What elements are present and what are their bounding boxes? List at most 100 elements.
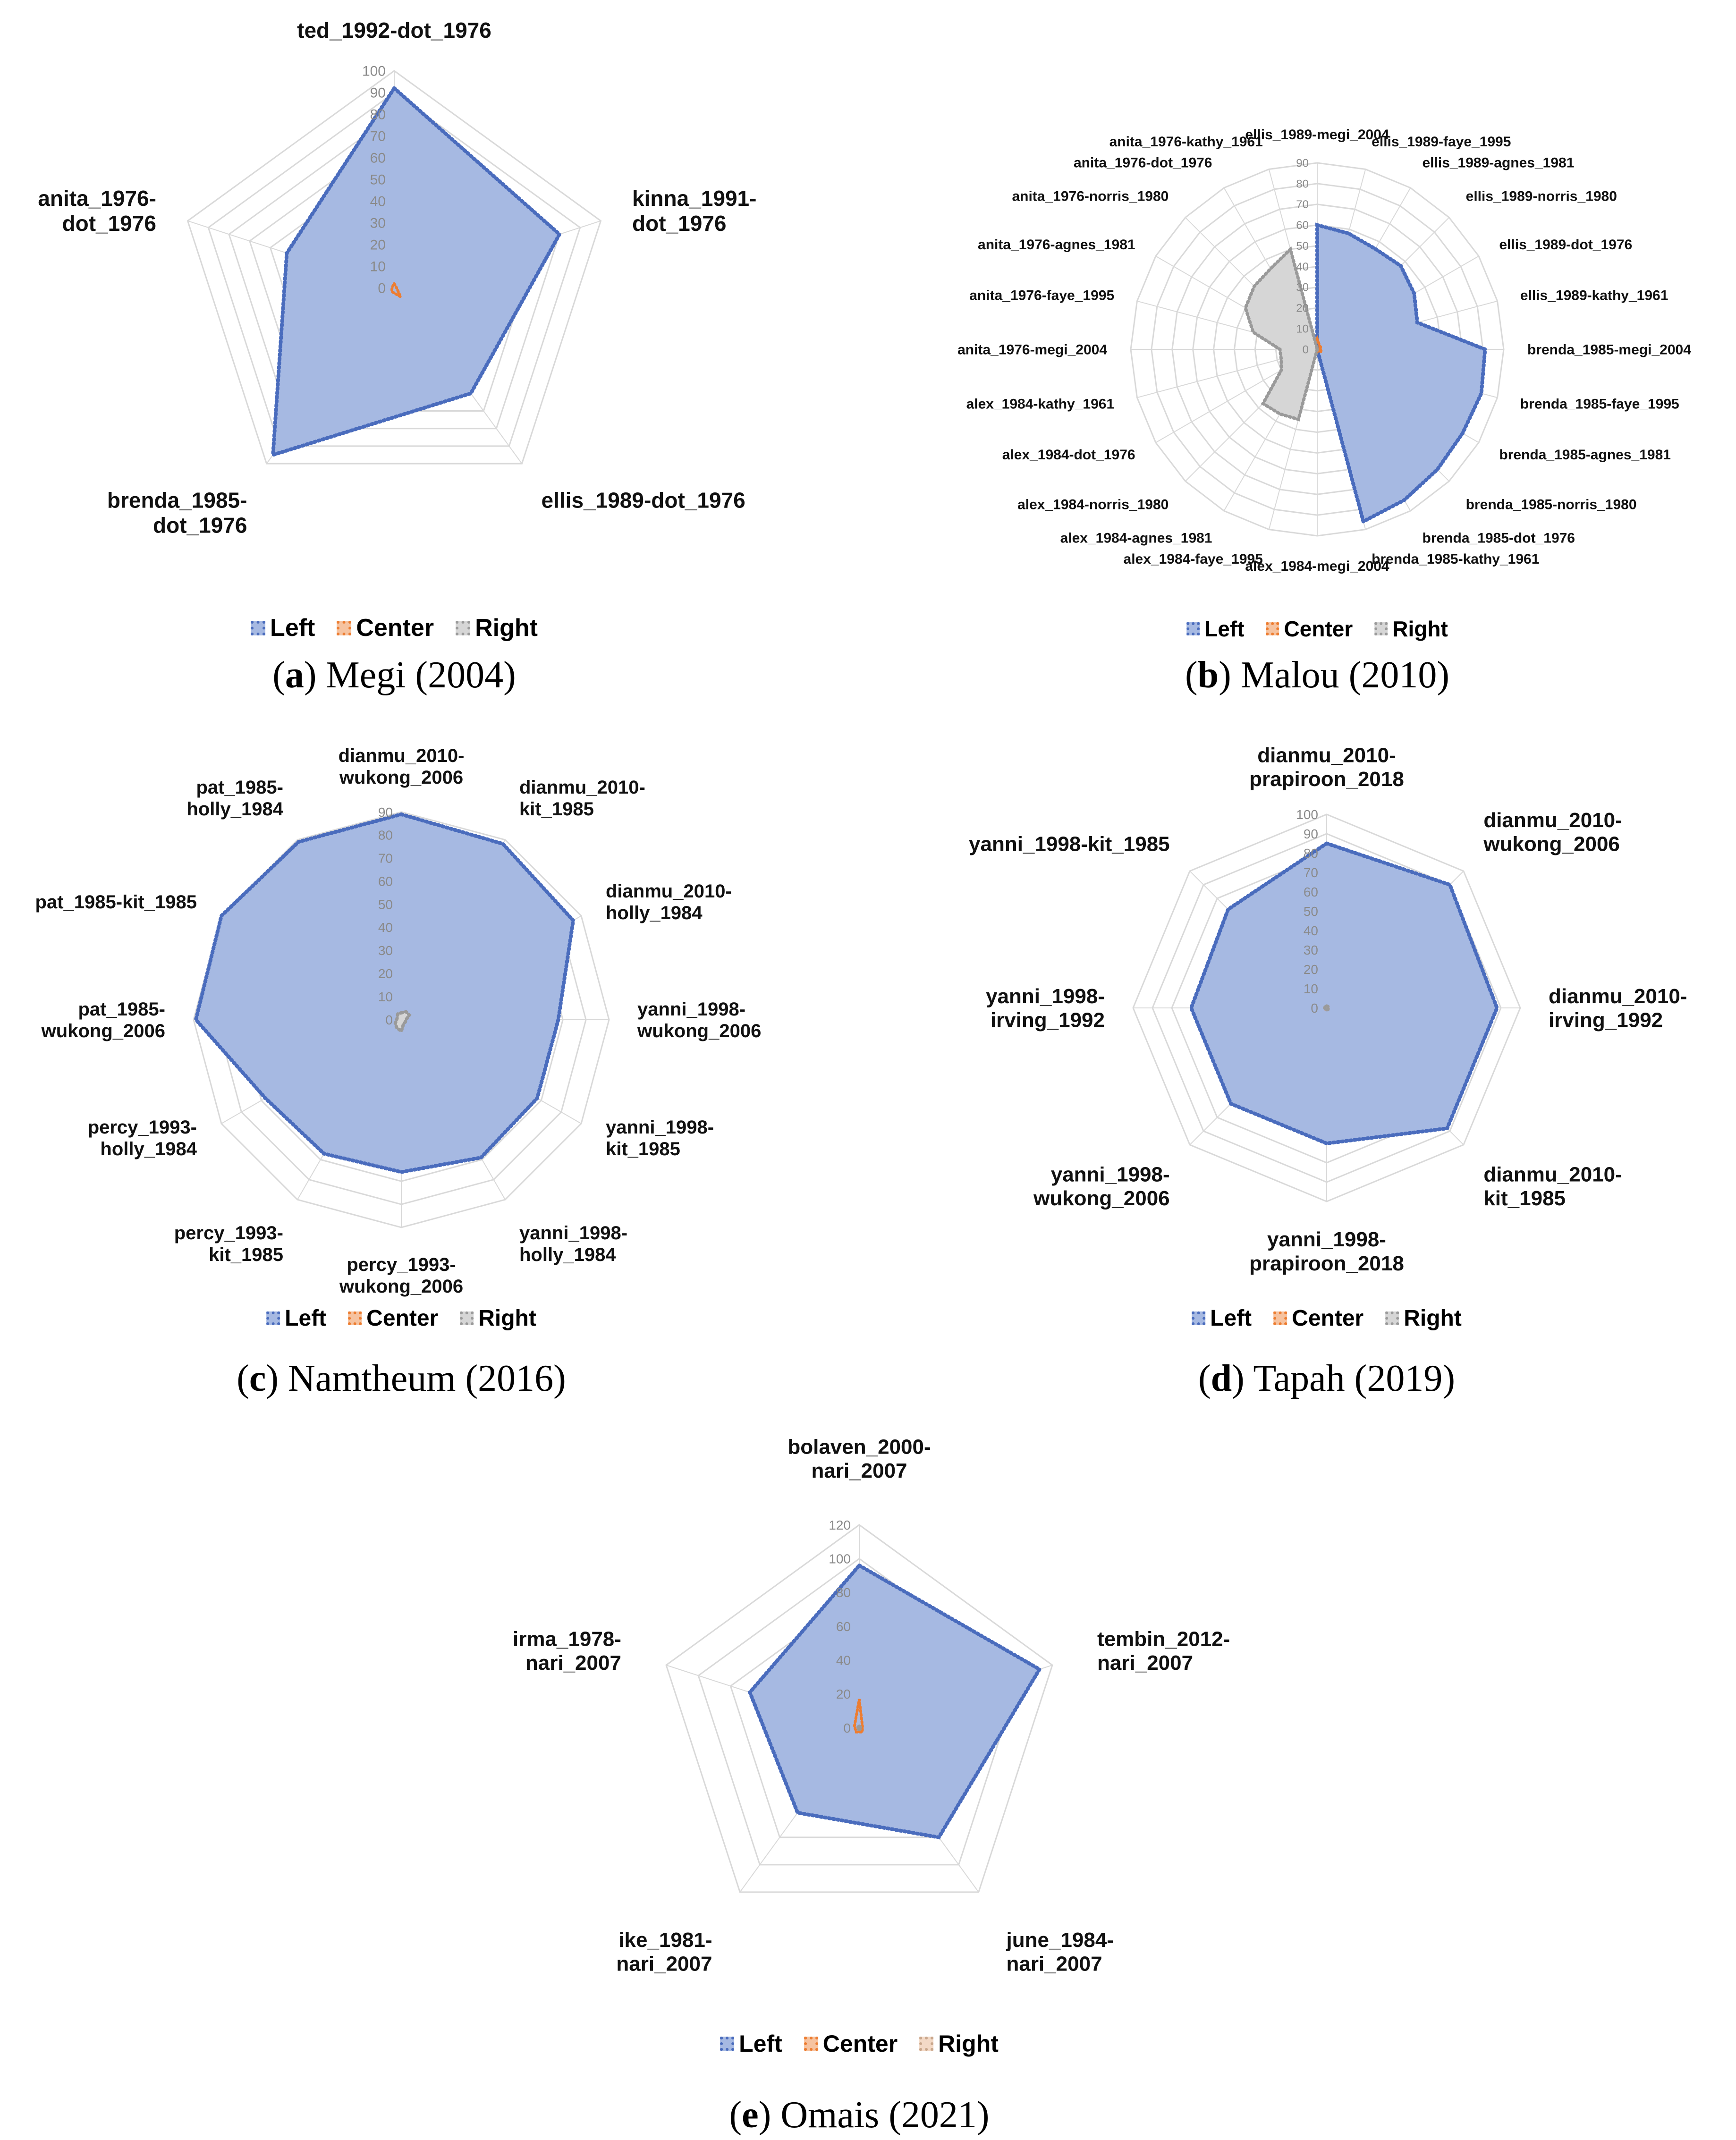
legend-item-center: Center [804,2030,898,2057]
tick-label: 90 [378,805,393,820]
legend-item-center: Center [1266,616,1353,642]
tick-label: 100 [1296,807,1318,822]
axis-label: ellis_1989-dot_1976 [1499,237,1632,253]
axis-label: yanni_1998-holly_1984 [519,1223,627,1265]
legend-swatch [1192,1311,1206,1325]
tick-label: 120 [829,1518,851,1532]
axis-label: anita_1976-faye_1995 [969,288,1114,303]
legend-label: Center [366,1306,439,1331]
tick-label: 20 [1296,302,1309,315]
legend-swatch [266,1311,280,1325]
figure-caption: (c) Namtheum (2016) [237,1358,566,1399]
tick-label: 80 [370,107,386,123]
axis-label: anita_1976-dot_1976 [1074,155,1212,171]
axis-label: alex_1984-norris_1980 [1017,497,1169,513]
axis-label: ellis_1989-dot_1976 [542,488,745,513]
caption-letter: c [249,1358,266,1399]
legend-swatch [456,620,471,635]
tick-label: 50 [1296,240,1309,253]
chart-legend: Left Center Right [1186,616,1448,642]
axis-label: ellis_1989-norris_1980 [1466,188,1617,204]
figure-caption: (a) Megi (2004) [272,654,516,696]
grid-ring [207,92,581,447]
tick-label: 60 [378,874,393,888]
axis-label: dianmu_2010-kit_1985 [1483,1163,1622,1210]
legend-item-left: Left [720,2030,782,2057]
axis-label: anita_1976-kathy_1961 [1109,134,1263,150]
tick-label: 0 [843,1721,851,1735]
legend-item-left: Left [1186,616,1245,642]
legend-swatch [337,620,352,635]
axis-label: ellis_1989-megi_2004 [1245,127,1389,143]
legend-label: Right [478,1306,536,1331]
tick-label: 70 [378,851,393,866]
axis-label: irma_1978-nari_2007 [513,1627,621,1675]
axis-label: percy_1993-holly_1984 [88,1117,197,1159]
axis-label: dianmu_2010-irving_1992 [1549,985,1687,1032]
tick-label: 0 [1303,343,1309,356]
tick-label: 80 [378,828,393,843]
tick-label: 40 [378,920,393,935]
series-right-area [1323,1004,1330,1012]
tick-label: 0 [385,1013,393,1027]
tick-label: 60 [370,151,386,166]
series-left-area [1315,222,1487,524]
axis-label: anita_1976-megi_2004 [957,342,1107,358]
legend-item-center: Center [348,1305,438,1331]
legend-swatch [251,620,266,635]
axis-label: dianmu_2010-wukong_2006 [339,745,465,788]
axis-label: ellis_1989-faye_1995 [1372,134,1511,150]
tick-label: 30 [378,943,393,958]
chart-legend: Left Center Right [1192,1305,1462,1331]
axis-label: brenda_1985-faye_1995 [1520,397,1679,412]
axis-label: yanni_1998-irving_1992 [986,985,1105,1032]
axis-label: tembin_2012-nari_2007 [1097,1627,1230,1675]
tick-label: 0 [378,281,386,296]
tick-label: 100 [362,64,386,79]
legend-swatch [1266,622,1279,635]
tick-label: 80 [1304,846,1318,861]
tick-label: 40 [1296,261,1309,273]
tick-label: 20 [836,1687,851,1701]
figure-caption: (d) Tapah (2019) [1198,1358,1455,1399]
axis-label: percy_1993-wukong_2006 [339,1254,463,1297]
axis-label: dianmu_2010-wukong_2006 [1483,809,1622,856]
axis-label: pat_1985-wukong_2006 [41,999,165,1041]
legend-label: Center [356,614,434,642]
legend-label: Center [1284,617,1353,641]
axis-label: dianmu_2010-prapiroon_2018 [1249,744,1404,791]
axis-label: yanni_1998-wukong_2006 [1033,1163,1170,1210]
tick-label: 10 [370,259,386,275]
tick-label: 90 [1304,827,1318,841]
legend-label: Center [822,2030,898,2057]
tick-label: 20 [1304,962,1318,977]
series-right-area [1244,246,1319,422]
series-left-area [1189,841,1499,1146]
series-center-area [390,280,404,301]
axis-label: yanni_1998-prapiroon_2018 [1249,1228,1404,1275]
axis-label: kinna_1991-dot_1976 [632,186,756,236]
tick-label: 50 [378,897,393,912]
legend-label: Left [1204,617,1245,641]
tick-label: 40 [1304,923,1318,938]
figure-caption: (e) Omais (2021) [729,2094,990,2136]
tick-label: 40 [370,194,386,210]
axis-label: brenda_1985-dot_1976 [1423,530,1575,546]
axis-label: ellis_1989-agnes_1981 [1423,155,1575,171]
axis-label: brenda_1985-dot_1976 [107,488,247,538]
series-left-area [194,812,576,1174]
legend-swatch [804,2037,818,2051]
axis-label: pat_1985-holly_1984 [186,777,283,820]
legend-item-center: Center [337,614,434,642]
axis-label: yanni_1998-kit_1985 [606,1117,714,1159]
legend-label: Right [1392,617,1448,641]
tick-label: 60 [836,1619,851,1634]
axis-label: bolaven_2000-nari_2007 [788,1435,931,1482]
chart-legend: Left Center Right [720,2030,999,2057]
tick-label: 30 [1304,943,1318,957]
caption-letter: e [742,2094,759,2136]
legend-label: Left [285,1306,327,1331]
